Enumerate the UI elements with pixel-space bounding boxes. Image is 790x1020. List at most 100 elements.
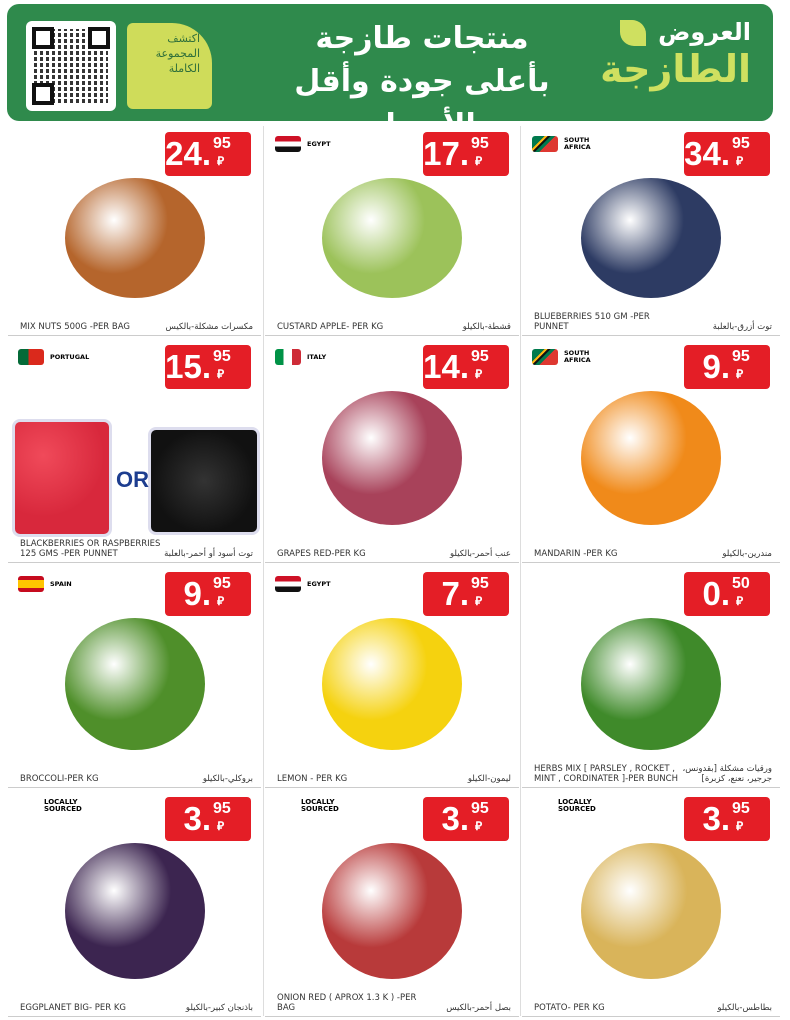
price-tag: 15. 95 ⃁ — [165, 345, 251, 389]
price-integer: 3. — [702, 800, 730, 837]
product-card[interactable]: 3. 95 ⃁ LOCALLY SOURCED ONION RED ( APROX … — [265, 791, 519, 1017]
brand-logo: العروض الطازجة — [600, 18, 751, 92]
origin-badge: SOUTH AFRICA — [532, 349, 604, 365]
product-name-ar: عنب أحمر-بالكيلو — [450, 549, 511, 559]
locally-sourced-badge: LOCALLY SOURCED — [301, 798, 339, 813]
price-integer: 34. — [684, 135, 730, 172]
price-decimal: 95 — [732, 348, 750, 365]
product-name-ar: مكسرات مشكلة-بالكيس — [165, 322, 254, 332]
leaf-icon — [619, 20, 646, 46]
product-name-en: BLACKBERRIES OR RASPBERRIES 125 GMS -PER… — [20, 539, 161, 559]
product-name-en: MIX NUTS 500G -PER BAG — [20, 322, 131, 332]
price-tag: 3. 95 ⃁ — [423, 797, 509, 841]
saudi-riyal-icon: ⃁ — [736, 594, 744, 608]
product-name-ar: بطاطس-بالكيلو — [717, 1003, 772, 1013]
price-decimal: 95 — [213, 135, 231, 152]
qr-code[interactable] — [26, 21, 116, 111]
product-card[interactable]: 9. 95 ⃁ SOUTH AFRICA MANDARIN -PER KG مندر… — [522, 339, 780, 563]
product-card[interactable]: 24. 95 ⃁ MIX NUTS 500G -PER BAG مكسرات مش… — [8, 126, 261, 336]
saudi-riyal-icon: ⃁ — [475, 154, 483, 168]
price-decimal: 95 — [213, 800, 231, 817]
eggplant-image — [64, 843, 205, 979]
product-name-en: ONION RED ( APROX 1.3 K ) -PER BAG — [277, 993, 417, 1013]
price-tag: 34. 95 ⃁ — [684, 132, 770, 176]
column-divider — [263, 126, 264, 1016]
product-name-en: BROCCOLI-PER KG — [20, 774, 99, 784]
product-card[interactable]: 9. 95 ⃁ SPAIN BROCCOLI-PER KG بروكلي-بالكي… — [8, 566, 261, 788]
price-integer: 17. — [423, 135, 469, 172]
origin-badge: EGYPT — [275, 136, 331, 152]
saudi-riyal-icon: ⃁ — [475, 594, 483, 608]
red-grapes-image — [322, 391, 462, 525]
mandarin-image — [581, 391, 721, 525]
product-grid: 24. 95 ⃁ MIX NUTS 500G -PER BAG مكسرات مش… — [8, 126, 782, 1017]
origin-country: PORTUGAL — [50, 352, 90, 361]
saudi-riyal-icon: ⃁ — [475, 367, 483, 381]
or-label: OR — [116, 467, 149, 492]
blackberries-punnet — [148, 427, 260, 535]
price-decimal: 95 — [471, 135, 489, 152]
product-card[interactable]: 34. 95 ⃁ SOUTH AFRICA BLUEBERRIES 510 GM -… — [522, 126, 780, 336]
flag-icon — [532, 349, 558, 365]
price-decimal: 95 — [471, 800, 489, 817]
brand-line2: الطازجة — [600, 47, 751, 91]
custard-apple-image — [322, 178, 462, 298]
price-tag: 9. 95 ⃁ — [165, 572, 251, 616]
flag-icon — [532, 136, 558, 152]
product-card[interactable]: 3. 95 ⃁ LOCALLY SOURCED EGGPLANET BIG- PER… — [8, 791, 261, 1017]
product-name-en: HERBS MIX [ PARSLEY , ROCKET , MINT , CO… — [534, 764, 678, 784]
broccoli-image — [64, 618, 205, 750]
product-card[interactable]: 0. 50 ⃁ HERBS MIX [ PARSLEY , ROCKET , MI… — [522, 566, 780, 788]
flag-icon — [275, 349, 301, 365]
mixed-nuts-bowl-image — [64, 178, 205, 298]
origin-badge: SOUTH AFRICA — [532, 136, 604, 152]
price-tag: 9. 95 ⃁ — [684, 345, 770, 389]
flag-icon — [275, 576, 301, 592]
raspberries-punnet — [12, 419, 112, 537]
price-decimal: 95 — [732, 135, 750, 152]
flag-icon — [18, 576, 44, 592]
column-divider — [520, 126, 521, 1016]
price-decimal: 95 — [732, 800, 750, 817]
product-card[interactable]: 17. 95 ⃁ EGYPT CUSTARD APPLE- PER KG قشطة-… — [265, 126, 519, 336]
origin-badge: SPAIN — [18, 576, 72, 592]
headline-line1: منتجات طازجة — [315, 21, 529, 56]
saudi-riyal-icon: ⃁ — [736, 367, 744, 381]
price-decimal: 50 — [732, 575, 750, 592]
lemon-image — [322, 618, 462, 750]
red-onion-bag-image — [322, 843, 462, 979]
origin-badge: PORTUGAL — [18, 349, 89, 365]
price-tag: 3. 95 ⃁ — [165, 797, 251, 841]
flag-icon — [18, 349, 44, 365]
herbs-bunch-image — [581, 618, 721, 750]
product-name-ar: قشطة-بالكيلو — [462, 322, 511, 332]
product-card[interactable]: 14. 95 ⃁ ITALY GRAPES RED-PER KG عنب أحمر-… — [265, 339, 519, 563]
price-integer: 7. — [441, 575, 469, 612]
product-name-en: POTATO- PER KG — [534, 1003, 605, 1013]
product-name-en: LEMON - PER KG — [277, 774, 348, 784]
origin-country: EGYPT — [307, 139, 331, 148]
locally-sourced-badge: LOCALLY SOURCED — [44, 798, 82, 813]
saudi-riyal-icon: ⃁ — [217, 819, 225, 833]
product-card[interactable]: 3. 95 ⃁ LOCALLY SOURCED POTATO- PER KG بطا… — [522, 791, 780, 1017]
origin-badge: EGYPT — [275, 576, 331, 592]
price-integer: 3. — [183, 800, 211, 837]
product-name-ar: مندرين-بالكيلو — [722, 549, 772, 559]
origin-country: SPAIN — [50, 579, 72, 588]
product-name-en: GRAPES RED-PER KG — [277, 549, 366, 559]
saudi-riyal-icon: ⃁ — [217, 367, 225, 381]
product-card[interactable]: 7. 95 ⃁ EGYPT LEMON - PER KG ليمون-الكيلو — [265, 566, 519, 788]
price-tag: 7. 95 ⃁ — [423, 572, 509, 616]
qr-corner — [88, 27, 110, 49]
saudi-riyal-icon: ⃁ — [475, 819, 483, 833]
locally-sourced-badge: LOCALLY SOURCED — [558, 798, 596, 813]
brand-line1: العروض — [658, 18, 751, 46]
price-integer: 3. — [441, 800, 469, 837]
price-integer: 9. — [702, 348, 730, 385]
product-name-en: EGGPLANET BIG- PER KG — [20, 1003, 126, 1013]
price-integer: 24. — [165, 135, 211, 172]
price-tag: 3. 95 ⃁ — [684, 797, 770, 841]
saudi-riyal-icon: ⃁ — [736, 154, 744, 168]
price-tag: 0. 50 ⃁ — [684, 572, 770, 616]
product-card[interactable]: 15. 95 ⃁ PORTUGAL OR BLACKBERRIES OR RASPB… — [8, 339, 261, 563]
